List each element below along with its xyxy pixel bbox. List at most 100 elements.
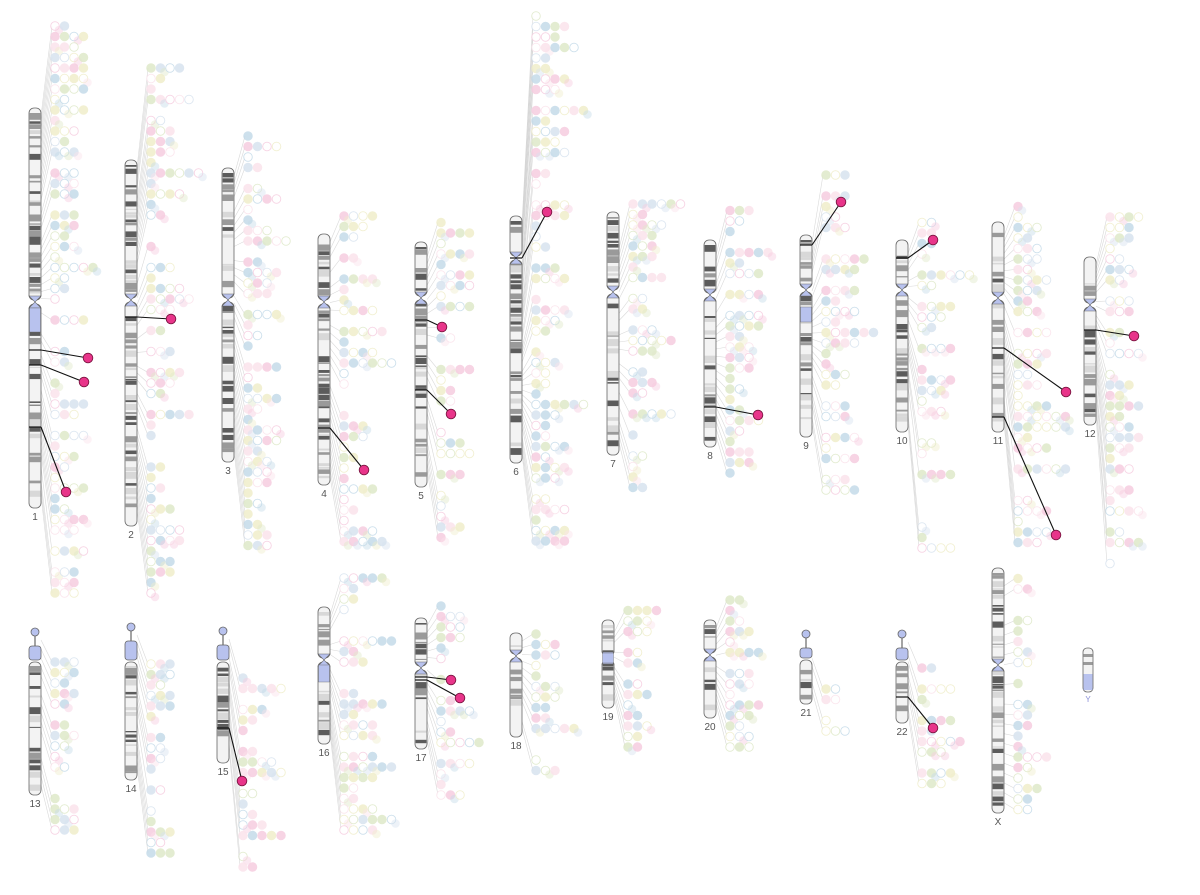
annotation-dot (725, 742, 735, 752)
chromosome-6: 6 (509, 11, 592, 550)
band (510, 293, 522, 300)
connector-line (618, 203, 631, 249)
annotation-dot (155, 168, 166, 178)
annotation-dot (83, 519, 92, 528)
annotation-dot (725, 447, 735, 457)
annotation-dot (165, 136, 175, 147)
connector-line (40, 403, 53, 457)
annotation-dot (1105, 453, 1115, 464)
connector-line (1003, 269, 1016, 271)
band (222, 219, 234, 225)
annotation-dot (734, 426, 745, 436)
annotation-dot (830, 380, 841, 390)
annotation-dot (531, 11, 541, 21)
annotation-cloud (618, 199, 686, 493)
connector-line (618, 377, 631, 394)
band (992, 575, 1004, 579)
band (125, 456, 137, 462)
connector-line (613, 681, 626, 716)
band (607, 335, 619, 337)
band (318, 406, 330, 409)
highlight-connector (329, 427, 365, 471)
chromosome-body (601, 619, 615, 709)
annotation-dot (174, 283, 185, 294)
centromere (414, 291, 428, 305)
annotation-dot (372, 735, 381, 744)
annotation-dot (59, 84, 70, 94)
annotation-dot (146, 680, 156, 690)
band (29, 200, 41, 203)
annotation-dot (64, 745, 73, 755)
band (992, 643, 1004, 645)
connector-line (136, 141, 149, 216)
annotation-dot (184, 94, 194, 105)
annotation-dot (531, 629, 541, 639)
annotation-dot (339, 295, 349, 305)
connector-line (521, 383, 534, 386)
connector-line (907, 385, 920, 475)
annotation-dot (628, 367, 638, 377)
annotation-dot (348, 783, 359, 793)
annotation-dot (377, 536, 387, 547)
annotation-dot (243, 404, 253, 414)
band (29, 373, 41, 380)
annotation-dot (744, 352, 754, 363)
annotation-dot (1013, 296, 1023, 306)
band (125, 471, 137, 479)
q-arm (124, 661, 138, 781)
band (510, 317, 522, 321)
annotation-dot (550, 410, 560, 420)
annotation-dot (926, 301, 937, 312)
band (992, 621, 1004, 628)
connector-line (1095, 388, 1108, 501)
connector-line (521, 633, 534, 642)
connector-line (521, 267, 534, 335)
connector-line (136, 758, 149, 843)
band (1084, 374, 1096, 378)
annotation-cloud (521, 11, 592, 550)
annotation-dot (69, 814, 79, 825)
annotation-dot (455, 249, 465, 259)
annotation-dot (1124, 348, 1134, 359)
q-arm (414, 669, 428, 750)
chromosome-x: X (991, 567, 1052, 828)
annotation-dot (165, 126, 175, 136)
annotation-dot (628, 472, 638, 482)
annotation-dot (146, 241, 156, 252)
annotation-dot (78, 63, 89, 73)
annotation-dot (243, 278, 253, 288)
annotation-dot (358, 699, 368, 709)
annotation-dot (821, 306, 831, 317)
annotation-dot (1124, 401, 1134, 411)
band (222, 227, 234, 231)
band (896, 409, 908, 412)
annotation-dot (531, 494, 541, 504)
band (318, 394, 330, 401)
annotation-dot (540, 263, 551, 273)
band (510, 669, 522, 675)
annotation-dot (243, 414, 253, 425)
band (607, 217, 619, 219)
annotation-dot (155, 73, 166, 84)
band (992, 706, 1004, 712)
annotation-dot (725, 216, 735, 226)
band (992, 605, 1004, 607)
annotation-dot (1013, 657, 1023, 668)
band (607, 240, 619, 243)
connector-line (40, 25, 53, 117)
band (29, 252, 41, 258)
annotation-dot (917, 406, 927, 417)
annotation-dot (578, 105, 589, 116)
annotation-dot (50, 514, 60, 525)
annotation-dot (550, 84, 560, 95)
connector-line (329, 733, 342, 831)
connector-line (426, 637, 439, 646)
annotation-dot (165, 367, 175, 378)
annotation-dot (917, 778, 927, 789)
annotation-dot (436, 385, 446, 396)
annotation-dot (628, 272, 638, 283)
band (125, 450, 137, 455)
band (217, 676, 229, 683)
annotation-dot (146, 126, 156, 136)
annotation-dot (464, 448, 475, 459)
